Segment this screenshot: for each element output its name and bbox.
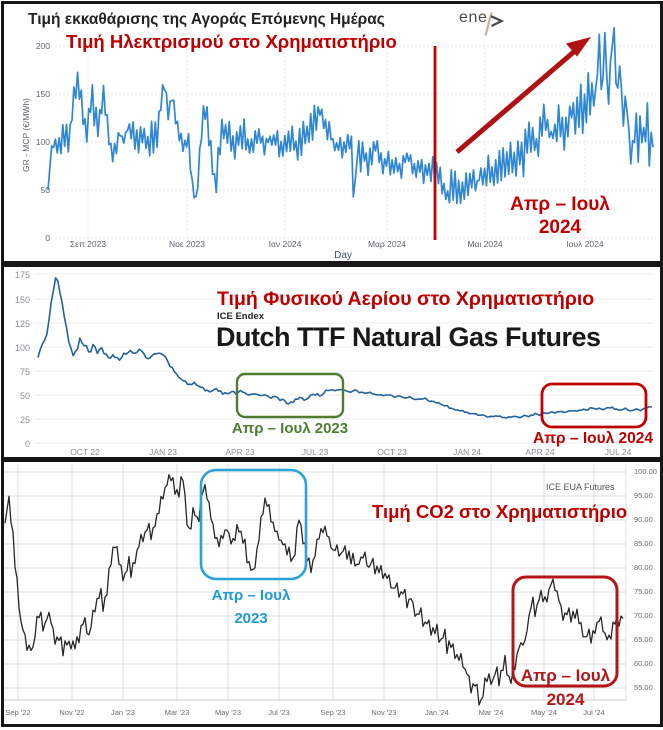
svg-text:85.00: 85.00 (634, 539, 653, 548)
svg-text:Mar '23: Mar '23 (165, 708, 190, 717)
svg-text:90.00: 90.00 (634, 515, 653, 524)
svg-text:Sep '22: Sep '22 (5, 708, 30, 717)
svg-text:Νοε 2023: Νοε 2023 (169, 239, 205, 249)
svg-text:JUL 24: JUL 24 (605, 447, 632, 457)
svg-text:Jul '24: Jul '24 (583, 708, 604, 717)
svg-text:Σεπ 2023: Σεπ 2023 (70, 239, 106, 249)
svg-text:200: 200 (36, 41, 50, 51)
svg-text:50: 50 (41, 185, 51, 195)
svg-text:75.00: 75.00 (634, 587, 653, 596)
svg-text:75: 75 (20, 367, 30, 377)
svg-text:Ιουλ 2024: Ιουλ 2024 (566, 239, 604, 249)
svg-text:Jan '23: Jan '23 (111, 708, 135, 717)
svg-text:APR 24: APR 24 (525, 447, 555, 457)
svg-text:Μαι 2024: Μαι 2024 (467, 239, 502, 249)
svg-text:Jul '23: Jul '23 (268, 708, 289, 717)
svg-text:Mar '24: Mar '24 (479, 708, 504, 717)
svg-text:Nov '22: Nov '22 (59, 708, 84, 717)
svg-text:JAN 24: JAN 24 (453, 447, 481, 457)
svg-text:Nov '23: Nov '23 (371, 708, 396, 717)
svg-text:OCT 23: OCT 23 (377, 447, 407, 457)
svg-text:0: 0 (25, 439, 30, 449)
svg-text:ICE EUA Futures: ICE EUA Futures (546, 482, 615, 492)
svg-text:May '24: May '24 (531, 708, 557, 717)
svg-text:70.00: 70.00 (634, 611, 653, 620)
svg-text:80.00: 80.00 (634, 563, 653, 572)
svg-text:60.00: 60.00 (634, 659, 653, 668)
svg-text:GR - MCP (€/MWh): GR - MCP (€/MWh) (21, 98, 31, 172)
svg-text:150: 150 (15, 295, 30, 305)
svg-text:50: 50 (20, 391, 30, 401)
svg-text:Μαρ 2024: Μαρ 2024 (368, 239, 406, 249)
svg-text:OCT 22: OCT 22 (70, 447, 100, 457)
svg-text:Ιαν 2024: Ιαν 2024 (269, 239, 302, 249)
svg-text:100: 100 (36, 137, 50, 147)
svg-text:Sep '23: Sep '23 (320, 708, 345, 717)
svg-text:150: 150 (36, 89, 50, 99)
svg-text:May '23: May '23 (215, 708, 241, 717)
svg-text:55.00: 55.00 (634, 683, 653, 692)
svg-text:APR 23: APR 23 (225, 447, 255, 457)
svg-text:Day: Day (334, 250, 352, 261)
svg-text:65.00: 65.00 (634, 635, 653, 644)
svg-text:125: 125 (15, 319, 30, 329)
svg-text:Jan '24: Jan '24 (425, 708, 449, 717)
svg-text:JAN 23: JAN 23 (149, 447, 177, 457)
svg-text:175: 175 (15, 270, 30, 280)
svg-text:25: 25 (20, 415, 30, 425)
svg-text:100.00: 100.00 (634, 467, 657, 476)
svg-text:100: 100 (15, 343, 30, 353)
svg-text:95.00: 95.00 (634, 491, 653, 500)
svg-text:JUL 23: JUL 23 (302, 447, 329, 457)
svg-text:0: 0 (45, 233, 50, 243)
